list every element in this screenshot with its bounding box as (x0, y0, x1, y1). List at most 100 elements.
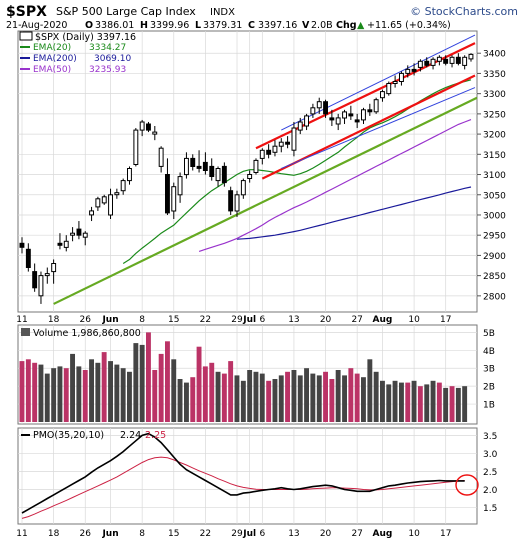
candle (291, 121, 297, 157)
candle-body-up (417, 60, 423, 68)
site-credit[interactable]: © StockCharts.com (410, 5, 518, 18)
candle-body-up (335, 117, 341, 125)
pmo-y-axis: 1.5 2.0 2.5 3.0 3.5 (483, 432, 498, 514)
ema50-line (198, 119, 472, 252)
x-tick-label: 10 (408, 315, 420, 325)
x-tick-label-bottom: 20 (320, 529, 332, 539)
quote-low-label: L (195, 20, 201, 31)
candle (44, 267, 50, 284)
candle-body-down (196, 165, 202, 169)
candle (335, 113, 341, 131)
ema50-legend-name: EMA(50) (33, 65, 71, 75)
candle (114, 188, 120, 199)
candle-body-up (291, 127, 297, 151)
candle (354, 113, 360, 129)
candle-body-up (342, 111, 348, 119)
volume-bar-up (367, 359, 373, 422)
volume-bar-up (316, 375, 322, 422)
candle-body-up (70, 232, 75, 236)
long-term-support-line (53, 96, 478, 305)
candle (247, 170, 253, 183)
candle (19, 237, 25, 254)
volume-bar-down (82, 370, 88, 422)
candle (108, 188, 113, 220)
candle (127, 166, 132, 185)
candle-body-down (266, 149, 272, 155)
pmo-legend: PMO(35,20,10) 2.24 2.25 (21, 430, 166, 441)
candle (297, 117, 303, 135)
volume-tick-label: 1B (483, 401, 495, 411)
volume-bar-up (373, 371, 379, 422)
volume-bar-up (240, 380, 246, 422)
candle (70, 227, 75, 242)
volume-bar-up (51, 368, 57, 422)
quote-line: 21-Aug-2020 O 3386.01 H 3399.96 L 3379.3… (6, 20, 451, 31)
candle (177, 172, 183, 203)
volume-tick-label: 5B (483, 329, 495, 339)
price-tick-label: 3300 (483, 90, 506, 100)
ema20-legend-name: EMA(20) (33, 43, 71, 53)
x-tick-label-bottom: 6 (259, 529, 265, 539)
volume-bar-up (247, 370, 253, 422)
candle (158, 146, 164, 173)
candle-body-up (259, 149, 265, 159)
quote-open-label: O (85, 20, 93, 31)
price-tick-label: 3400 (483, 50, 506, 60)
volume-bar-up (335, 370, 341, 422)
ema200-legend-value: 3069.10 (94, 54, 131, 64)
pmo-tick-label: 2.5 (483, 468, 497, 478)
volume-bar-up (455, 387, 461, 422)
pmo-tick-label: 3.5 (483, 432, 497, 442)
candle (202, 152, 208, 175)
volume-bar-down (165, 341, 170, 422)
candle-body-down (19, 242, 25, 248)
candle-body-up (184, 157, 189, 176)
x-tick-label: 22 (200, 315, 211, 325)
x-tick-label: Jul (242, 315, 256, 325)
candle (316, 97, 322, 114)
ema50-legend-value: 3235.93 (89, 65, 126, 75)
candle-body-up (278, 141, 284, 147)
candle (455, 53, 461, 66)
volume-bar-up (120, 368, 126, 422)
candle (405, 65, 411, 78)
candle-body-up (436, 56, 442, 62)
volume-bar-up (139, 344, 145, 422)
price-tick-label: 2850 (483, 272, 506, 282)
candle (272, 140, 278, 157)
pmo-tick-label: 3.0 (483, 450, 498, 460)
volume-bar-up (234, 375, 240, 422)
x-tick-label-bottom: 11 (16, 529, 27, 539)
volume-bar-up (57, 366, 63, 422)
candle (57, 233, 63, 250)
volume-bar-down (285, 371, 290, 422)
pmo-panel (17, 427, 478, 525)
volume-bar-down (323, 371, 328, 422)
x-tick-label-bottom: Aug (373, 529, 393, 539)
volume-bar-down (152, 370, 158, 422)
candle (253, 158, 259, 175)
candle-body-down (348, 113, 354, 117)
volume-bar-up (76, 366, 82, 422)
x-tick-label-bottom: 8 (139, 529, 145, 539)
quote-high-label: H (140, 20, 148, 31)
candle-body-down (354, 119, 360, 123)
volume-bar-down (32, 362, 38, 422)
candle-body-up (51, 263, 57, 273)
candle (25, 243, 31, 272)
candle (146, 121, 151, 133)
candle-body-down (367, 109, 373, 113)
candle (278, 138, 284, 153)
volume-bar-down (449, 386, 455, 422)
candle-body-down (190, 157, 196, 167)
quote-close: 3397.16 (258, 20, 297, 31)
x-tick-label-bottom: 13 (288, 529, 299, 539)
candle (120, 178, 126, 195)
candle (449, 55, 455, 68)
x-tick-label: 26 (80, 315, 92, 325)
volume-bar-down (25, 359, 31, 422)
candle-body-up (392, 81, 398, 84)
volume-bar-down (190, 377, 196, 422)
quote-open: 3386.01 (95, 20, 134, 31)
price-y-axis: 2800 2850 2900 2950 3000 3050 3100 3150 3200 3250… (477, 50, 506, 302)
